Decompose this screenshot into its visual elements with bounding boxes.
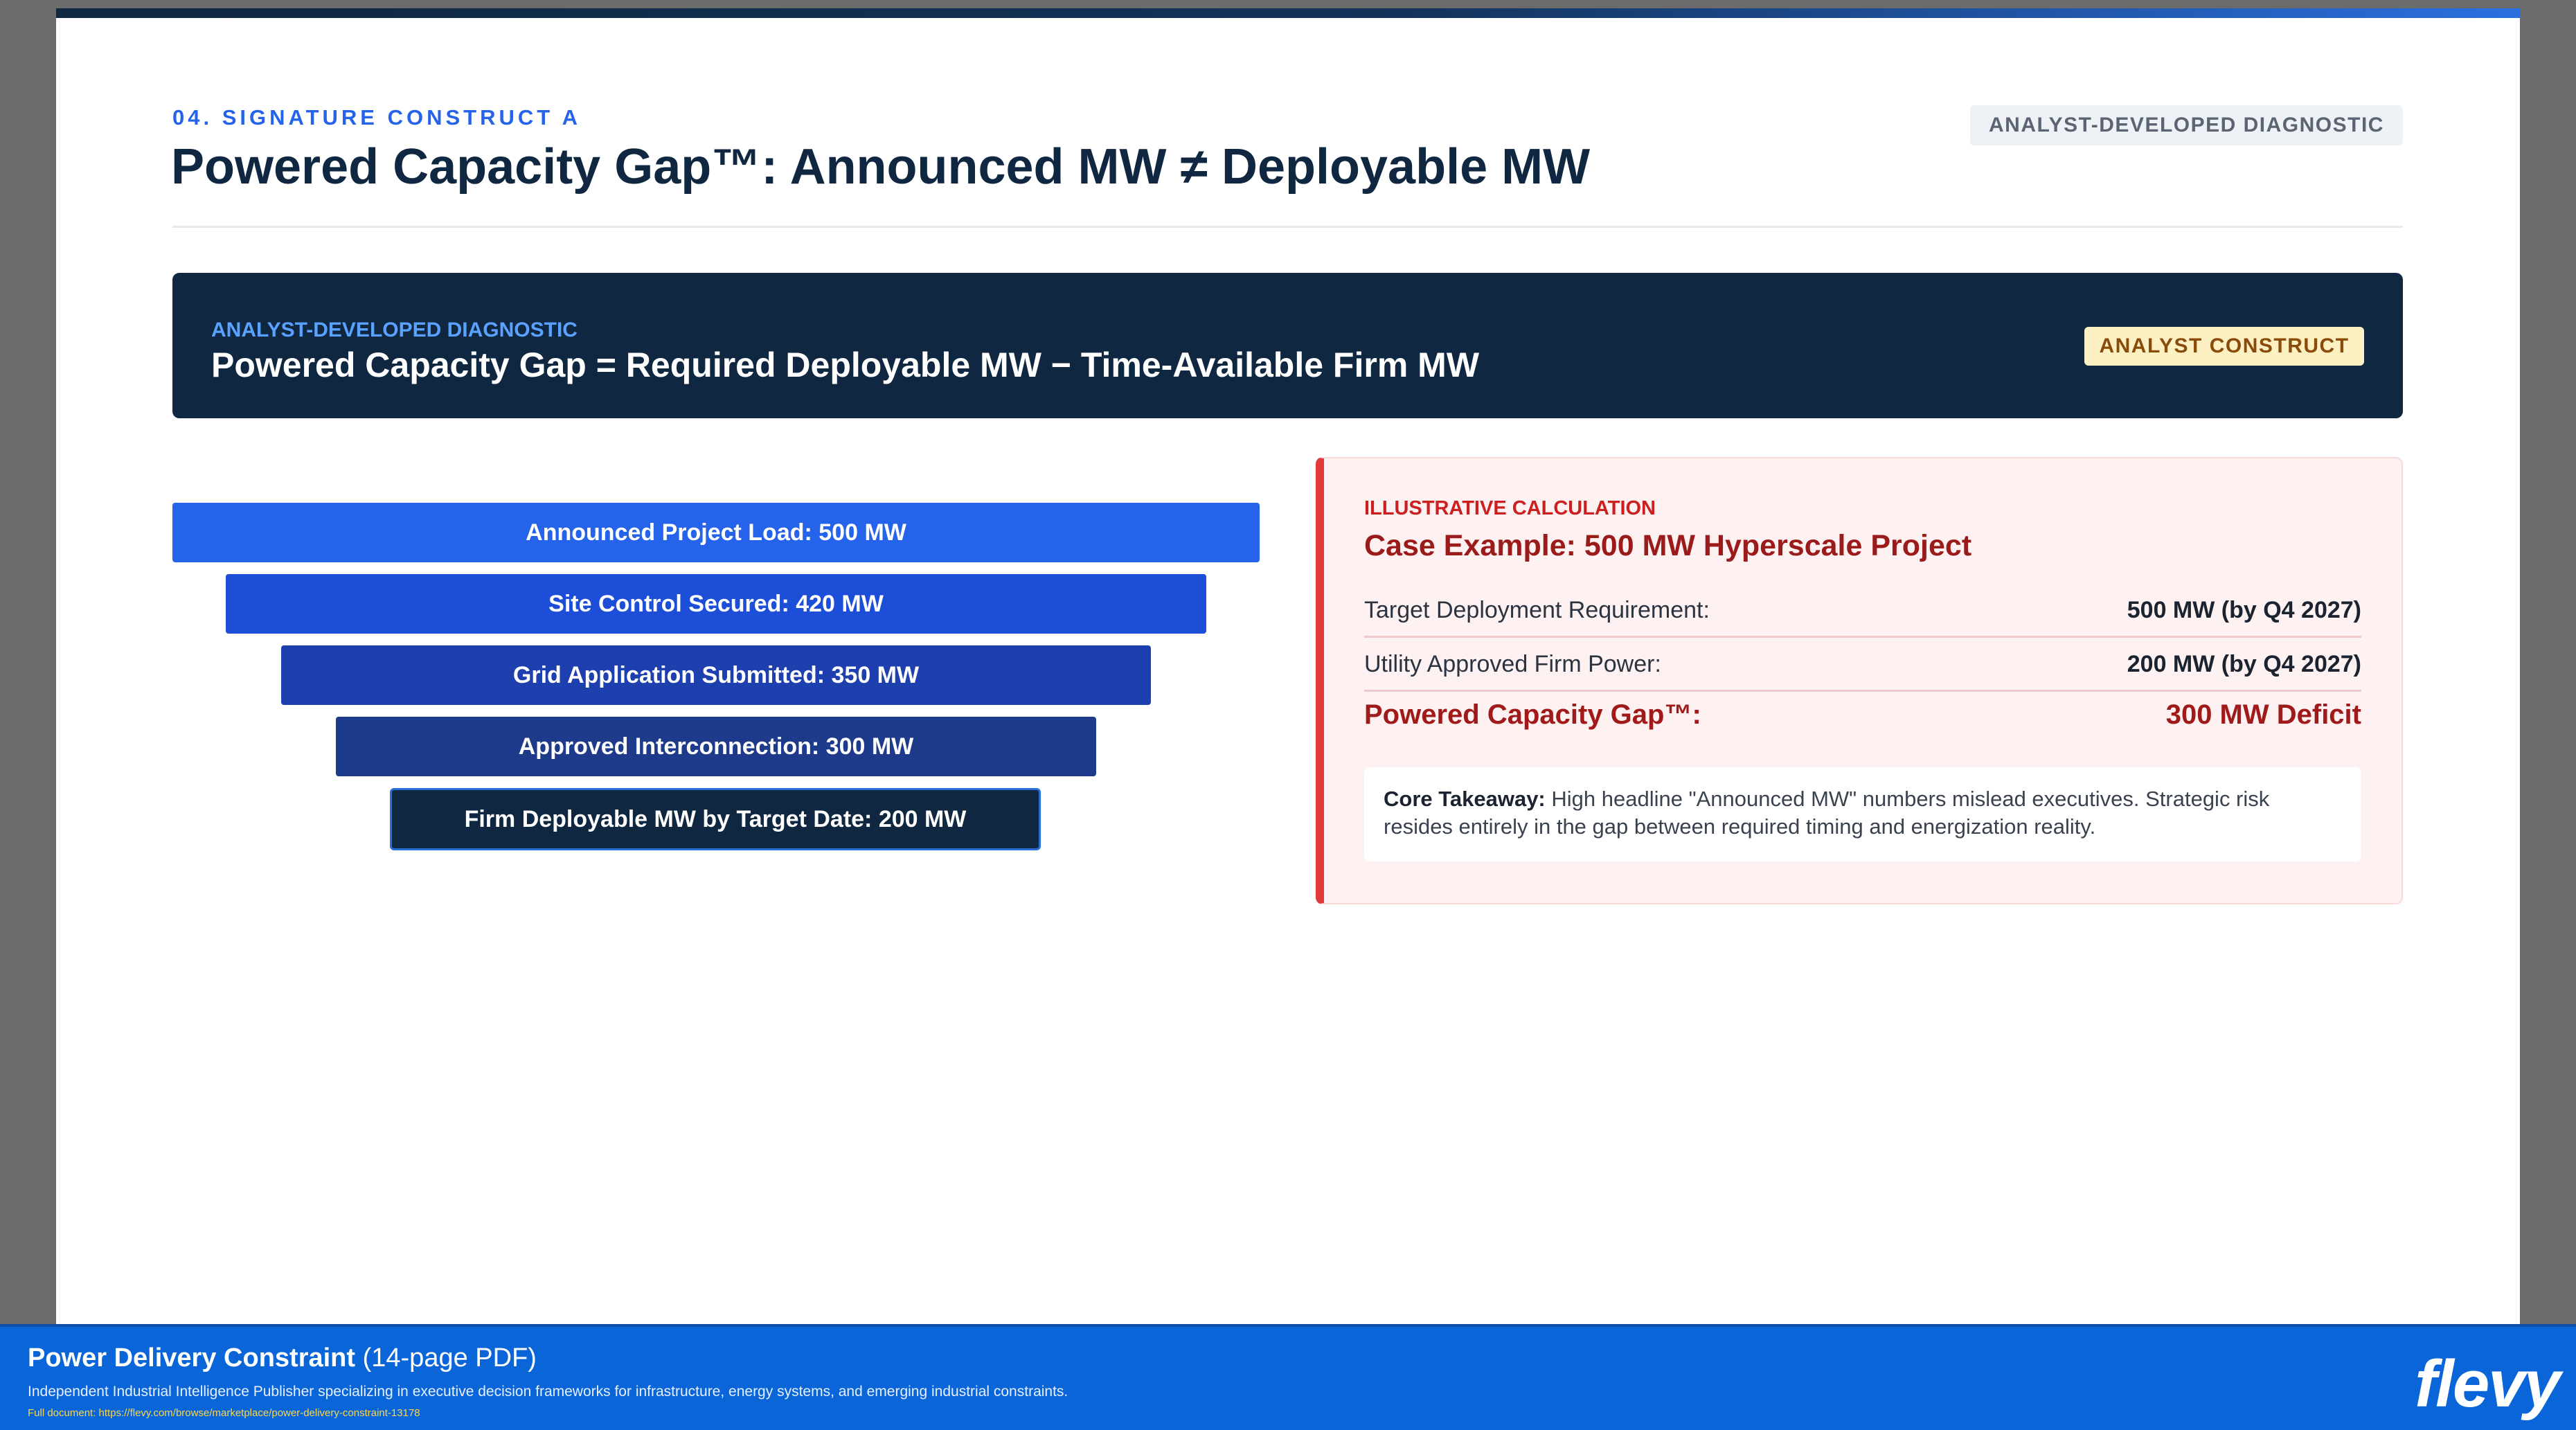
calc-row-key: Utility Approved Firm Power: (1364, 650, 1661, 677)
calc-row-value: 200 MW (by Q4 2027) (2127, 650, 2361, 677)
calculation-card: ILLUSTRATIVE CALCULATION Case Example: 5… (1316, 457, 2403, 904)
section-label: 04. SIGNATURE CONSTRUCT A (172, 105, 582, 129)
formula-banner: ANALYST-DEVELOPED DIAGNOSTIC Powered Cap… (172, 273, 2403, 418)
calc-row-target: Target Deployment Requirement: 500 MW (b… (1364, 584, 2361, 638)
calc-row-key: Target Deployment Requirement: (1364, 596, 1710, 623)
gap-row: Powered Capacity Gap™: 300 MW Deficit (1364, 687, 2361, 742)
funnel-stage-firm-deployable: Firm Deployable MW by Target Date: 200 M… (390, 788, 1041, 850)
flevy-logo[interactable]: flevy (2415, 1347, 2561, 1421)
top-accent-bar (56, 8, 2520, 18)
calculation-title: Case Example: 500 MW Hyperscale Project (1364, 529, 1972, 562)
takeaway-lead: Core Takeaway: (1384, 787, 1546, 811)
calc-row-firm-power: Utility Approved Firm Power: 200 MW (by … (1364, 638, 2361, 692)
formula-label: ANALYST-DEVELOPED DIAGNOSTIC (211, 319, 578, 341)
page-title: Powered Capacity Gap™: Announced MW ≠ De… (171, 139, 1591, 195)
analyst-construct-badge: ANALYST CONSTRUCT (2084, 327, 2364, 366)
formula-text: Powered Capacity Gap = Required Deployab… (211, 346, 1480, 384)
calculation-label: ILLUSTRATIVE CALCULATION (1364, 497, 1656, 519)
funnel-stage-announced: Announced Project Load: 500 MW (172, 503, 1260, 562)
footer-doc-name: Power Delivery Constraint (28, 1343, 356, 1373)
diagnostic-badge: ANALYST-DEVELOPED DIAGNOSTIC (1970, 105, 2403, 145)
footer-document-link[interactable]: Full document: https://flevy.com/browse/… (28, 1407, 420, 1419)
calc-row-value: 500 MW (by Q4 2027) (2127, 596, 2361, 623)
title-divider (172, 226, 2403, 228)
footer-doc-pages: (14-page PDF) (362, 1343, 537, 1373)
core-takeaway: Core Takeaway: High headline "Announced … (1364, 767, 2361, 861)
slide: 04. SIGNATURE CONSTRUCT A Powered Capaci… (56, 8, 2520, 1324)
footer-bar: Power Delivery Constraint (14-page PDF) … (0, 1324, 2576, 1430)
footer-description: Independent Industrial Intelligence Publ… (28, 1384, 1068, 1400)
funnel-stage-approved-interconnection: Approved Interconnection: 300 MW (336, 717, 1096, 776)
funnel-stage-grid-application: Grid Application Submitted: 350 MW (281, 645, 1151, 705)
footer-title: Power Delivery Constraint (14-page PDF) (28, 1343, 537, 1373)
funnel-stage-site-control: Site Control Secured: 420 MW (226, 574, 1206, 634)
gap-value: 300 MW Deficit (2165, 699, 2361, 730)
gap-label: Powered Capacity Gap™: (1364, 699, 1701, 730)
takeaway-text: High headline "Announced MW" numbers mis… (1384, 787, 2270, 839)
